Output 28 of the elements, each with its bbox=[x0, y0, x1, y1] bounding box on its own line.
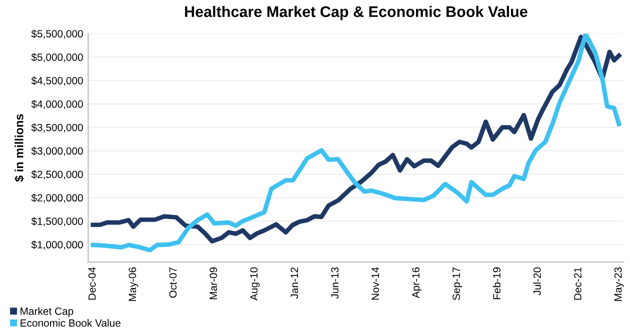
y-axis-title: $ in millions bbox=[14, 114, 24, 182]
x-tick-label: Feb-19 bbox=[492, 267, 500, 300]
x-tick-label: Apr-16 bbox=[412, 267, 422, 298]
chart-title: Healthcare Market Cap & Economic Book Value bbox=[185, 6, 528, 20]
y-tick-label: $5,500,000 bbox=[31, 30, 83, 39]
y-tick-label: $1,000,000 bbox=[31, 240, 83, 250]
y-tick-label: $4,500,000 bbox=[31, 76, 83, 86]
x-tick-label: Dec-04 bbox=[88, 267, 96, 300]
y-tick-label: $3,000,000 bbox=[31, 146, 83, 156]
x-tick-label: Oct-07 bbox=[169, 267, 177, 298]
x-tick-label: Aug-10 bbox=[250, 267, 260, 301]
y-tick-label: $3,500,000 bbox=[31, 123, 83, 132]
y-tick-label: $5,000,000 bbox=[31, 53, 83, 62]
legend-label: Market Cap bbox=[20, 307, 74, 317]
legend-label: Economic Book Value bbox=[20, 319, 120, 327]
x-tick-label: Dec-21 bbox=[574, 267, 582, 300]
x-tick-label: Jun-13 bbox=[331, 267, 339, 299]
x-tick-label: Nov-14 bbox=[372, 267, 380, 300]
y-tick-label: $2,000,000 bbox=[31, 194, 83, 203]
x-tick-label: Jul-20 bbox=[533, 267, 541, 296]
y-tick-label: $1,500,000 bbox=[31, 217, 83, 226]
x-tick-label: Jan-12 bbox=[290, 267, 298, 299]
y-tick-label: $2,500,000 bbox=[31, 170, 83, 180]
y-tick-label: $4,000,000 bbox=[31, 100, 83, 110]
x-tick-label: Mar-09 bbox=[210, 267, 218, 300]
x-tick-label: Sep-17 bbox=[452, 267, 462, 300]
x-tick-label: May-23 bbox=[614, 267, 624, 301]
x-tick-label: May-06 bbox=[128, 267, 138, 301]
